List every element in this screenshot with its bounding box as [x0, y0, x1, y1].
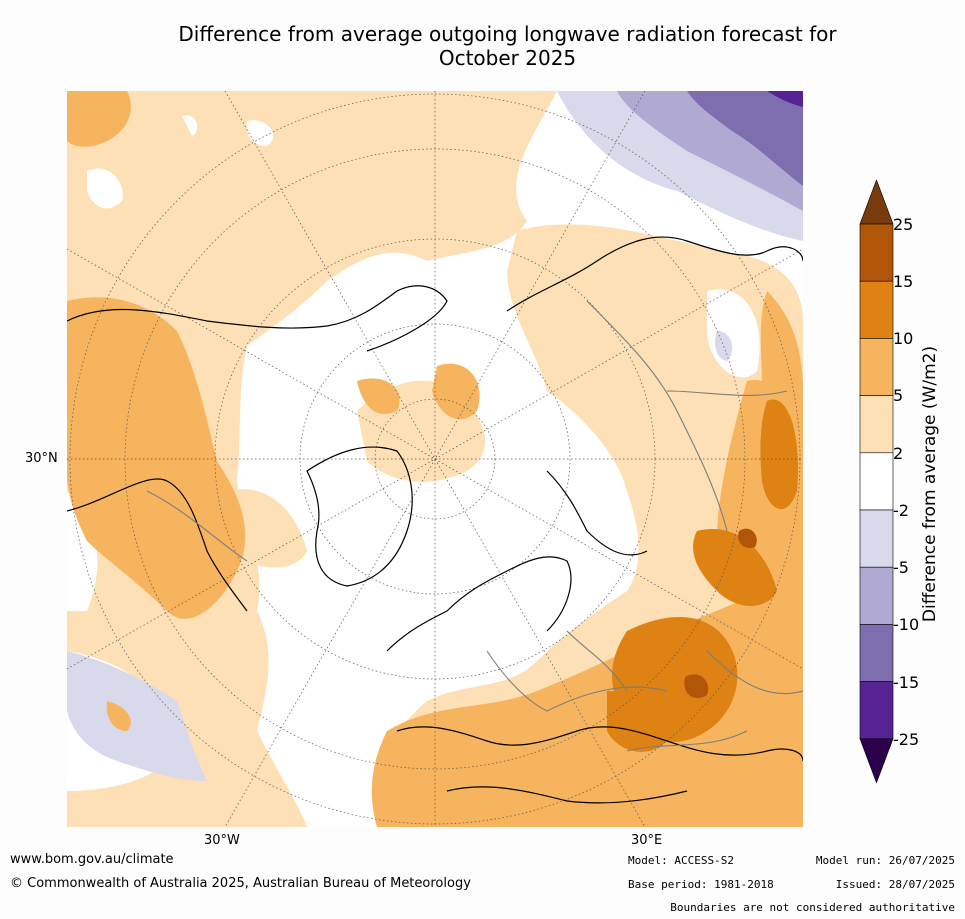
- anomaly-15-25-regions: [684, 528, 757, 699]
- colorbar-segment: [859, 338, 894, 396]
- colorbar-label: Difference from average (W/m2): [920, 345, 940, 623]
- colorbar-segment: [859, 452, 894, 511]
- colorbar-tick: -2: [893, 501, 909, 520]
- copyright-text: © Commonwealth of Australia 2025, Austra…: [10, 876, 471, 891]
- colorbar-segment: [859, 509, 894, 568]
- colorbar-tick: -10: [893, 615, 920, 634]
- colorbar-tick: 25: [893, 215, 914, 234]
- colorbar-tick: -15: [893, 673, 920, 692]
- colorbar-tick: 5: [893, 386, 904, 405]
- colorbar-tick: -25: [893, 730, 920, 749]
- colorbar-segment: [859, 280, 894, 339]
- title-line-2: October 2025: [438, 46, 577, 70]
- negative-anomaly-regions: [67, 91, 803, 781]
- map-svg: [67, 91, 803, 827]
- colorbar-extend-min: [859, 738, 894, 784]
- model-text: Model: ACCESS-S2: [628, 854, 734, 867]
- colorbar-segment: [859, 681, 894, 740]
- lat-30n-label: 30°N: [25, 451, 58, 466]
- colorbar-segment: [859, 566, 894, 625]
- colorbar-segment: [859, 223, 894, 282]
- colorbar-segment: [859, 624, 894, 682]
- base-period-text: Base period: 1981-2018: [628, 878, 774, 891]
- colorbar-tick: 10: [893, 329, 914, 348]
- model-run-text: Model run: 26/07/2025: [815, 854, 955, 867]
- lon-30w-label: 30°W: [204, 833, 240, 848]
- colorbar-segment: [859, 395, 894, 454]
- coastlines: [67, 236, 803, 804]
- website-link[interactable]: www.bom.gov.au/climate: [10, 852, 174, 867]
- title-line-1: Difference from average outgoing longwav…: [178, 22, 837, 46]
- colorbar-extend-max: [859, 180, 894, 225]
- forecast-map: [67, 91, 803, 827]
- colorbar-tick: 2: [893, 444, 904, 463]
- country-boundaries: [146, 300, 803, 752]
- map-title: Difference from average outgoing longwav…: [120, 22, 895, 70]
- lon-30e-label: 30°E: [631, 833, 663, 848]
- disclaimer-text: Boundaries are not considered authoritat…: [670, 901, 955, 914]
- colorbar-tick: 15: [893, 272, 914, 291]
- graticule: [67, 91, 803, 827]
- colorbar: [859, 180, 894, 784]
- issued-text: Issued: 28/07/2025: [835, 878, 955, 891]
- colorbar-tick: -5: [893, 558, 909, 577]
